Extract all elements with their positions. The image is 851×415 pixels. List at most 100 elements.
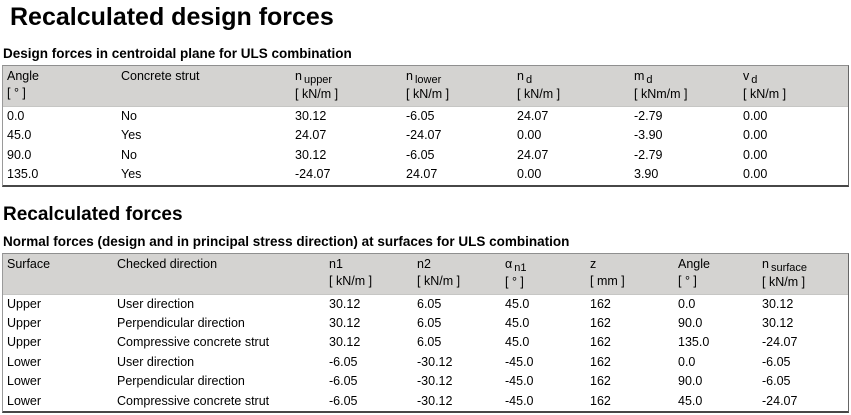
table-row: 90.0 No 30.12 -6.05 24.07 -2.79 0.00 [3, 146, 848, 165]
table-cell: 45.0 [505, 335, 530, 350]
table-cell: -6.05 [406, 109, 435, 123]
table-cell: Lower [7, 374, 42, 389]
table-cell: -6.05 [329, 354, 358, 369]
section-title-recalculated-forces: Recalculated forces [3, 203, 183, 225]
column-header: z [ mm ] [586, 253, 674, 295]
table-cell: No [121, 109, 137, 123]
table-cell: 30.12 [295, 109, 327, 123]
table-cell: -6.05 [329, 393, 358, 408]
column-subscript: upper [303, 74, 333, 86]
table-cell: 162 [590, 354, 611, 369]
table-cell: 3.90 [634, 167, 659, 182]
column-name: n2 [417, 256, 431, 271]
column-unit: [ kN/m ] [743, 87, 787, 101]
table-cell: -6.05 [406, 147, 435, 162]
table-cell: 90.0 [678, 316, 703, 331]
table-cell: Yes [121, 128, 142, 143]
table-cell: -24.07 [406, 128, 442, 143]
table-cell: Compressive concrete strut [117, 393, 270, 408]
header-row: Surface Checked direction n1 [ kN/m ] n2 [ … [3, 253, 848, 295]
column-header: n lower[ kN/m ] [402, 66, 513, 107]
column-header: n upper[ kN/m ] [291, 66, 402, 107]
column-unit [117, 273, 323, 290]
column-subscript: d [751, 74, 758, 86]
table-row: Lower Perpendicular direction -6.05 -30.12 -… [3, 372, 848, 391]
table-cell: 162 [590, 316, 611, 331]
column-unit: [ kN/m ] [329, 273, 373, 288]
column-name: n1 [329, 256, 343, 271]
table-cell: 45.0 [505, 316, 530, 331]
column-name: Surface [7, 256, 51, 271]
table-cell: 90.0 [678, 374, 703, 389]
table-cell: 0.00 [517, 128, 542, 143]
table-cell: 45.0 [678, 393, 703, 408]
header-row: Angle[ ° ] Concrete strut n upper[ kN/m ] n… [3, 66, 848, 107]
table-cell: -6.05 [329, 374, 358, 389]
column-header: Concrete strut [117, 66, 291, 107]
column-header: v d[ kN/m ] [739, 66, 848, 107]
column-unit [7, 273, 111, 290]
table-cell: 30.12 [329, 296, 361, 311]
column-name: n upper [295, 69, 333, 86]
table-cell: Compressive concrete strut [117, 335, 270, 350]
column-unit: [ kN/m ] [517, 87, 561, 101]
column-header: n2 [ kN/m ] [413, 253, 501, 295]
table-cell: -6.05 [762, 354, 791, 369]
table-cell: -2.79 [634, 109, 663, 123]
column-header: Angle [ ° ] [674, 253, 758, 295]
table-cell: -45.0 [505, 354, 534, 369]
column-header: α n1[ ° ] [501, 253, 586, 295]
table-cell: 90.0 [7, 147, 32, 162]
column-subscript: surface [770, 261, 808, 274]
table-row: 0.0 No 30.12 -6.05 24.07 -2.79 0.00 [3, 107, 848, 126]
table-cell: 24.07 [406, 167, 438, 182]
table-cell: 24.07 [517, 147, 549, 162]
page-title: Recalculated design forces [10, 3, 334, 31]
column-unit: [ kN/m ] [762, 274, 806, 289]
design-forces-table-caption: Design forces in centroidal plane for UL… [3, 46, 352, 61]
table-cell: 162 [590, 335, 611, 350]
table-cell: Perpendicular direction [117, 316, 245, 331]
table-cell: 0.0 [678, 296, 696, 311]
table-cell: -3.90 [634, 128, 663, 143]
table-cell: 0.0 [7, 109, 25, 123]
column-header: Surface [3, 253, 113, 295]
table-cell: 45.0 [505, 296, 530, 311]
column-unit: [ mm ] [590, 273, 625, 288]
table-cell: -30.12 [417, 374, 453, 389]
column-unit: [ ° ] [7, 86, 26, 100]
table-cell: 135.0 [7, 167, 39, 182]
table-row: Upper Perpendicular direction 30.12 6.05 45.… [3, 314, 848, 333]
table-cell: Lower [7, 393, 42, 408]
table-row: 45.0 Yes 24.07 -24.07 0.00 -3.90 0.00 [3, 126, 848, 145]
table-cell: 30.12 [762, 316, 794, 331]
table-cell: 6.05 [417, 296, 442, 311]
table-cell: User direction [117, 296, 195, 311]
table-cell: -24.07 [762, 335, 798, 350]
table-row: Upper Compressive concrete strut 30.12 6.05… [3, 333, 848, 352]
table-cell: -45.0 [505, 374, 534, 389]
column-header: n1 [ kN/m ] [325, 253, 413, 295]
table-cell: 0.00 [743, 167, 768, 182]
table-cell: Upper [7, 296, 42, 311]
table-row: Lower Compressive concrete strut -6.05 -30.… [3, 392, 848, 411]
column-subscript: d [525, 74, 533, 86]
table-cell: 0.00 [517, 167, 542, 182]
table-row: 135.0 Yes -24.07 24.07 0.00 3.90 0.00 [3, 165, 848, 184]
column-unit: [ kN/m ] [295, 87, 339, 101]
table-cell: -2.79 [634, 147, 663, 162]
table-cell: -30.12 [417, 393, 453, 408]
table-cell: 0.00 [743, 147, 768, 162]
table-cell: -30.12 [417, 354, 453, 369]
table-cell: 0.00 [743, 128, 768, 143]
table-cell: Upper [7, 335, 42, 350]
table-cell: 162 [590, 374, 611, 389]
column-name: n lower [406, 69, 442, 86]
column-header: n d[ kN/m ] [513, 66, 630, 107]
column-unit [121, 85, 289, 102]
table-cell: 0.00 [743, 109, 768, 123]
table-cell: 0.0 [678, 354, 696, 369]
column-name: Checked direction [117, 256, 218, 271]
